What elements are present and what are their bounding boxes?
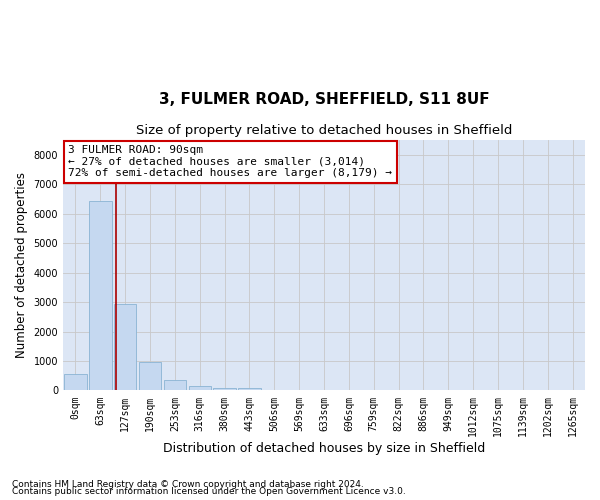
Bar — [139, 362, 161, 390]
Text: 3 FULMER ROAD: 90sqm
← 27% of detached houses are smaller (3,014)
72% of semi-de: 3 FULMER ROAD: 90sqm ← 27% of detached h… — [68, 145, 392, 178]
Bar — [238, 388, 260, 390]
Bar — [188, 386, 211, 390]
Y-axis label: Number of detached properties: Number of detached properties — [15, 172, 28, 358]
Text: 3, FULMER ROAD, SHEFFIELD, S11 8UF: 3, FULMER ROAD, SHEFFIELD, S11 8UF — [159, 92, 490, 108]
Bar — [114, 304, 136, 390]
Bar — [64, 374, 86, 390]
Text: Contains public sector information licensed under the Open Government Licence v3: Contains public sector information licen… — [12, 487, 406, 496]
Bar — [164, 380, 186, 390]
Bar — [89, 202, 112, 390]
Title: Size of property relative to detached houses in Sheffield: Size of property relative to detached ho… — [136, 124, 512, 138]
X-axis label: Distribution of detached houses by size in Sheffield: Distribution of detached houses by size … — [163, 442, 485, 455]
Text: Contains HM Land Registry data © Crown copyright and database right 2024.: Contains HM Land Registry data © Crown c… — [12, 480, 364, 489]
Bar — [214, 388, 236, 390]
